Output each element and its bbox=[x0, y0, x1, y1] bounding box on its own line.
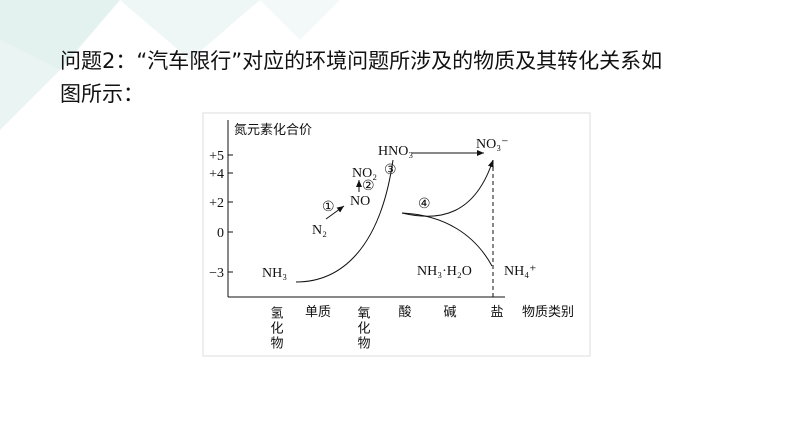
text-line: 图所示： bbox=[60, 82, 144, 106]
x-label: 盐 bbox=[490, 305, 503, 320]
step-label: ④ bbox=[418, 197, 431, 212]
y-axis-title: 氮元素化合价 bbox=[234, 123, 312, 138]
curve bbox=[401, 212, 493, 267]
y-tick-label: +5 bbox=[209, 149, 224, 164]
arrow bbox=[401, 159, 494, 217]
step-label: ① bbox=[322, 200, 335, 215]
species: NH₄⁺ bbox=[504, 264, 537, 279]
x-label: 物质类别 bbox=[522, 305, 574, 320]
decor bbox=[260, 0, 340, 40]
species: NH₃·H₂O bbox=[417, 264, 472, 279]
curve bbox=[295, 159, 394, 283]
y-tick-label: −3 bbox=[209, 266, 224, 281]
species: NO₂ bbox=[352, 166, 377, 181]
step-label: ② bbox=[362, 179, 375, 194]
text-line: 问题2：“汽车限行”对应的环境问题所涉及的物质及其转化关系如 bbox=[60, 49, 663, 73]
species: HNO₃ bbox=[378, 144, 413, 159]
y-tick-label: +4 bbox=[209, 167, 224, 182]
y-tick-label: 0 bbox=[217, 226, 224, 241]
x-label: 氢化物 bbox=[268, 306, 284, 351]
decor bbox=[0, 40, 60, 130]
x-label: 碱 bbox=[443, 305, 456, 320]
species: NH₃ bbox=[262, 266, 287, 281]
x-label: 氧化物 bbox=[355, 306, 371, 351]
arrow bbox=[325, 205, 345, 220]
decor bbox=[120, 0, 260, 60]
species: NO bbox=[350, 194, 370, 209]
step-label: ③ bbox=[384, 163, 397, 178]
x-label: 单质 bbox=[305, 305, 331, 320]
species: N₂ bbox=[312, 223, 327, 238]
x-label: 酸 bbox=[398, 305, 411, 320]
y-tick-marks bbox=[228, 154, 233, 273]
diagram-box bbox=[202, 112, 591, 357]
species: NO₃⁻ bbox=[476, 137, 509, 152]
y-tick-label: +2 bbox=[209, 196, 224, 211]
decor bbox=[0, 0, 120, 70]
